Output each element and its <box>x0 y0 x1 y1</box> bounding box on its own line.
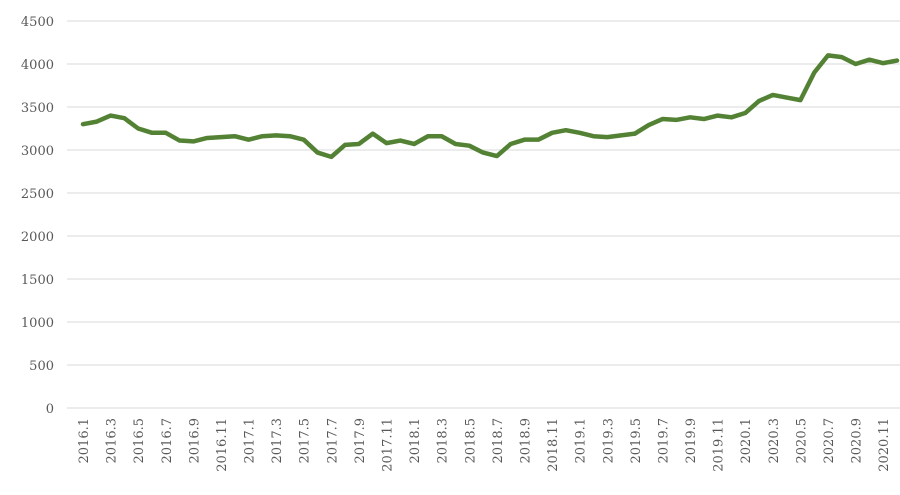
x-tick-label: 2018.5 <box>463 418 478 464</box>
y-tick-label: 500 <box>29 359 54 374</box>
x-tick-label: 2020.11 <box>877 418 892 472</box>
x-tick-label: 2020.3 <box>767 418 782 464</box>
line-series <box>80 53 900 160</box>
x-tick-label: 2019.5 <box>629 418 644 464</box>
y-tick-label: 0 <box>46 402 54 417</box>
x-tick-label: 2020.5 <box>794 418 809 464</box>
x-tick-label: 2017.9 <box>353 418 368 464</box>
x-tick-label: 2016.9 <box>187 418 202 464</box>
x-tick-label: 2016.1 <box>77 418 92 464</box>
x-tick-label: 2019.7 <box>656 418 671 464</box>
x-tick-label: 2016.7 <box>160 418 175 464</box>
x-tick-label: 2019.3 <box>601 418 616 464</box>
x-tick-label: 2018.1 <box>408 418 423 464</box>
y-tick-label: 1000 <box>21 316 54 331</box>
x-tick-label: 2017.5 <box>298 418 313 464</box>
x-tick-label: 2018.9 <box>518 418 533 464</box>
x-tick-label: 2020.1 <box>739 418 754 464</box>
y-tick-label: 2000 <box>21 230 54 245</box>
x-tick-label: 2016.5 <box>132 418 147 464</box>
x-tick-label: 2019.9 <box>684 418 699 464</box>
x-tick-label: 2017.11 <box>381 418 396 472</box>
x-tick-label: 2019.11 <box>712 418 727 472</box>
y-tick-label: 2500 <box>21 187 54 202</box>
x-tick-label: 2016.11 <box>215 418 230 472</box>
y-tick-label: 4500 <box>21 15 54 30</box>
y-tick-label: 3000 <box>21 144 54 159</box>
y-tick-label: 3500 <box>21 101 54 116</box>
x-tick-label: 2020.9 <box>850 418 865 464</box>
x-tick-label: 2019.1 <box>574 418 589 464</box>
y-tick-label: 4000 <box>21 58 54 73</box>
x-tick-label: 2018.3 <box>436 418 451 464</box>
x-tick-label: 2017.7 <box>325 418 340 464</box>
x-tick-label: 2017.3 <box>270 418 285 464</box>
x-tick-label: 2018.7 <box>491 418 506 464</box>
y-tick-label: 1500 <box>21 273 54 288</box>
x-tick-label: 2017.1 <box>243 418 258 464</box>
x-tick-label: 2018.11 <box>546 418 561 472</box>
x-tick-label: 2020.7 <box>822 418 837 464</box>
x-tick-label: 2016.3 <box>105 418 120 464</box>
